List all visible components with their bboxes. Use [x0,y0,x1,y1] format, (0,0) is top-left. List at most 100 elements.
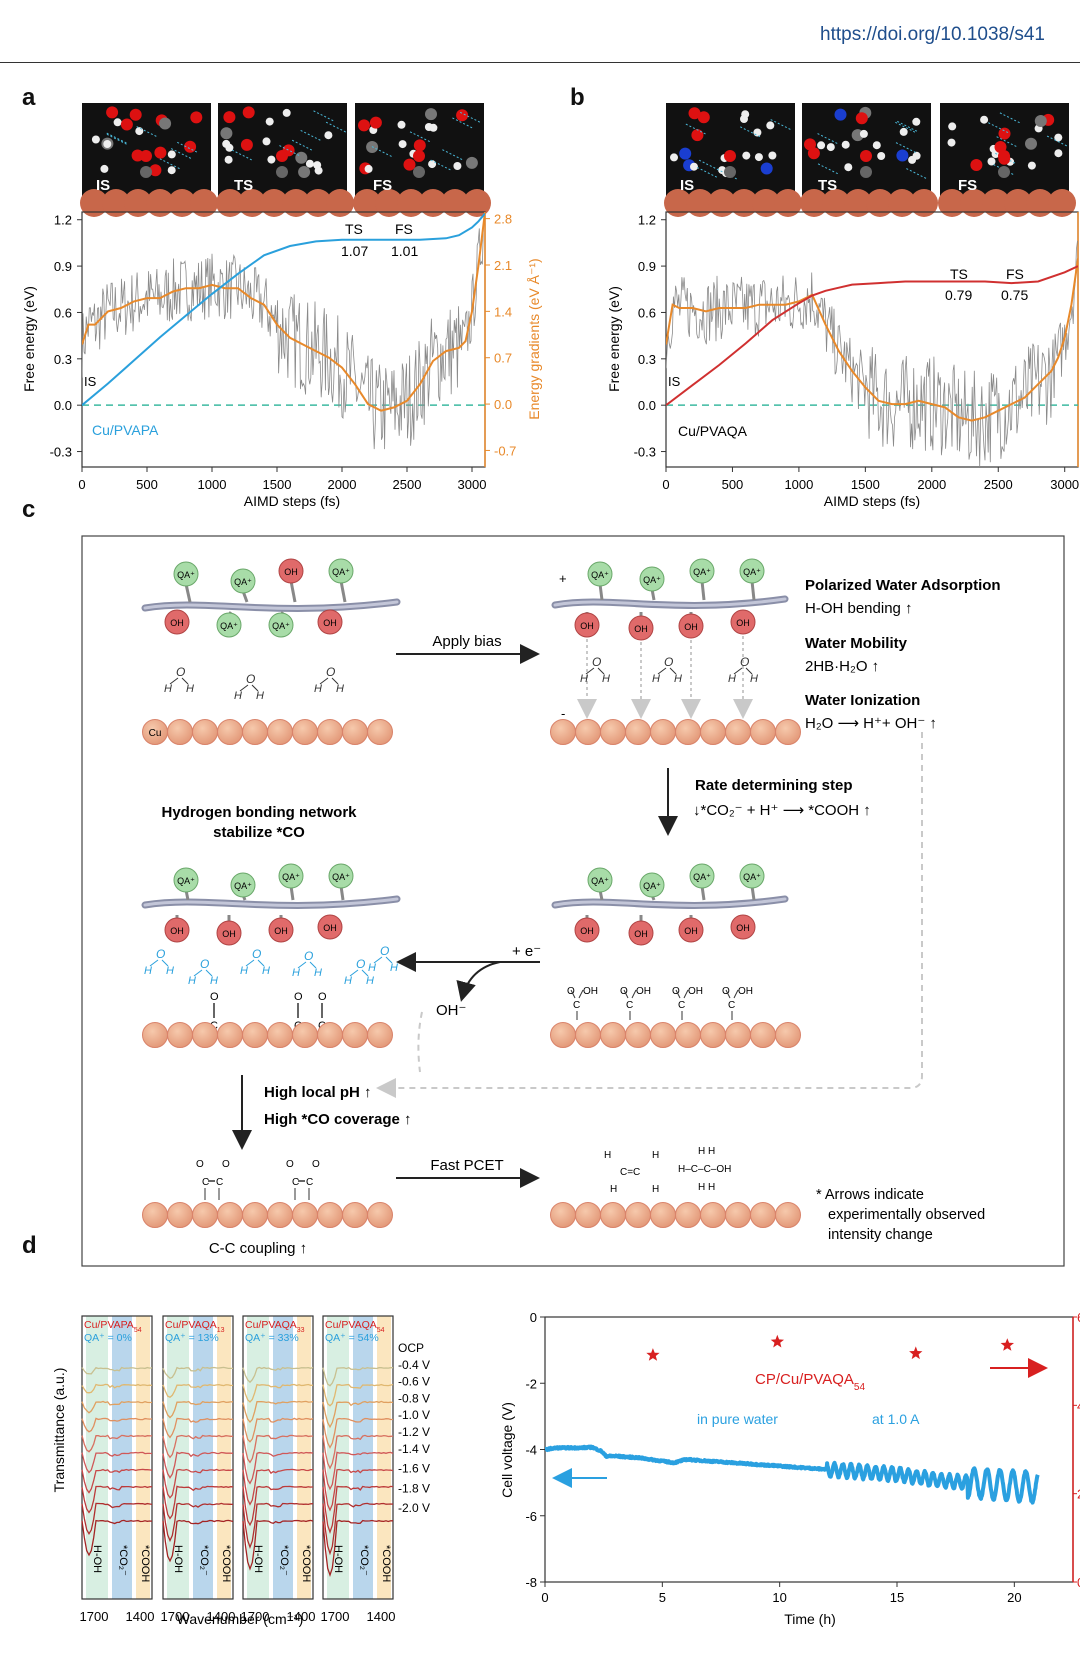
ftir-trace--0.4V [242,1383,314,1403]
cu-atom [167,1022,193,1048]
water-bond [193,969,203,977]
atom [314,166,323,175]
cu-atom [575,1202,601,1228]
ftir-trace--1.6V [242,1485,314,1527]
ftir-trace--2.0V [242,1519,314,1571]
atom [324,131,333,140]
oh-group [164,609,190,635]
atom [159,117,172,130]
y2-tick-label: 2 [1077,1487,1080,1502]
atom [768,151,777,160]
cooh-o: O [672,986,680,997]
cooh-oh: OH [688,986,703,997]
water-h: H [390,962,398,974]
fe-star-marker [909,1346,923,1360]
ftir-band-1 [167,1316,189,1599]
atom [807,147,820,160]
water-h: H [314,683,322,695]
water-h: H [728,673,736,685]
oh-label: OH [170,618,184,628]
ftir-trace--1.2V [322,1451,394,1491]
oxygen-atom [140,150,152,162]
doi-link[interactable]: https://doi.org/10.1038/s41 [820,24,1045,45]
snapshot-b-ts-label: TS [818,177,837,194]
water-o: O [176,665,185,679]
qa-group [230,568,256,594]
x-tick-label: 0 [78,477,85,492]
chart-b-xlabel: AIMD steps (fs) [824,493,920,509]
co-o: O [318,991,327,1003]
atom [424,123,433,131]
panel-label-d: d [22,1232,37,1259]
ftir-trace--0.4V [81,1383,153,1394]
ethanol: H–C–C–OH [678,1164,731,1175]
qa-group [739,863,765,889]
ftir-band-label: *COOH [139,1545,151,1582]
chart-d-ylabel: Transmittance (a.u.) [51,1368,67,1493]
cu-atom [367,719,393,745]
hb-title-1: Hydrogen bonding network [162,804,358,821]
cooh-c: C [728,1000,735,1011]
atom [994,141,1007,153]
atom [841,140,850,149]
ftir-x-tick-label: 1700 [161,1609,190,1624]
oh-label: OH [284,567,298,577]
ethylene: H [610,1184,617,1195]
cu-atom [292,1022,318,1048]
ethanol: H H [698,1182,715,1193]
cu-atom [342,719,368,745]
ftir-trace--1.4V [81,1468,153,1494]
qa-label: QA⁺ [693,872,711,882]
atom [369,116,382,129]
ftir-subpanel-frame [242,1315,314,1600]
x-tick-label: 2500 [393,477,422,492]
carbon-atom [724,166,736,178]
water-o: O [664,655,673,669]
ftir-band-label: *CO₂⁻ [278,1545,290,1576]
ftir-subpanel-qa: QA⁺ = 33% [245,1332,299,1344]
ftir-trace--1.8V [81,1502,153,1535]
qa-group [328,558,354,584]
ftir-trace--1.6V [81,1485,153,1514]
atom [754,153,763,162]
ethylene: C=C [620,1167,640,1178]
cooh-oh: OH [583,986,598,997]
side-chain [750,580,756,601]
x-tick-label: 15 [890,1590,904,1605]
cu-atom [752,189,780,217]
water-h: H [602,673,610,685]
water-o: O [740,655,749,669]
fe-star-marker [1000,1338,1014,1351]
ftir-trace-OCP [81,1366,153,1375]
cu-atom [844,189,872,217]
ftir-band-1 [247,1316,269,1599]
chart-a-xlabel: AIMD steps (fs) [244,493,340,509]
atom [456,109,469,122]
ftir-potential-label: OCP [398,1341,424,1355]
x-tick-label: 0 [662,477,669,492]
chart-e-system-label: CP/Cu/PVAQA54 [755,1371,865,1393]
cu-atom [267,1202,293,1228]
qa-group [216,612,242,638]
qa-label: QA⁺ [743,872,761,882]
atom [267,155,276,164]
cu-atom [317,1202,343,1228]
cu-atom [550,1202,576,1228]
ftir-potential-label: -0.4 V [398,1358,430,1372]
atom [167,150,176,159]
water-bond [181,677,189,685]
cu-atom [242,719,268,745]
atom [679,147,692,160]
hb-title-2: stabilize *CO [213,824,305,841]
cu-atom [1004,189,1032,217]
x-tick-label: 20 [1007,1590,1021,1605]
cu-atom [575,719,601,745]
oco-c: C [306,1177,313,1188]
cu-atom [910,189,938,217]
water-o: O [356,957,365,971]
cu-atom [375,189,403,217]
cu-atom [419,189,447,217]
x-tick-label: 0 [541,1590,548,1605]
qa-group [278,863,304,889]
